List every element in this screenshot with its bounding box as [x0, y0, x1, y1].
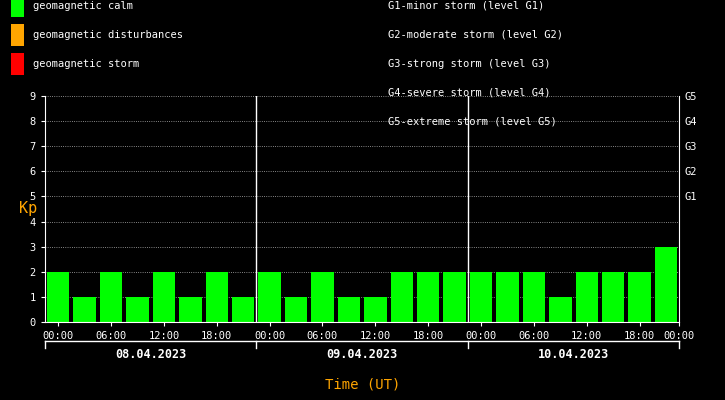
Bar [338, 297, 360, 322]
Bar [364, 297, 386, 322]
Text: G4-severe storm (level G4): G4-severe storm (level G4) [388, 87, 550, 97]
Text: Time (UT): Time (UT) [325, 377, 400, 391]
Bar [73, 297, 96, 322]
Bar [470, 272, 492, 322]
Text: G1-minor storm (level G1): G1-minor storm (level G1) [388, 1, 544, 11]
Text: G2-moderate storm (level G2): G2-moderate storm (level G2) [388, 30, 563, 40]
Bar [285, 297, 307, 322]
Text: geomagnetic disturbances: geomagnetic disturbances [33, 30, 183, 40]
Bar [126, 297, 149, 322]
Bar [258, 272, 281, 322]
Bar [232, 297, 254, 322]
Bar [47, 272, 70, 322]
Text: 08.04.2023: 08.04.2023 [115, 348, 186, 360]
Text: 09.04.2023: 09.04.2023 [326, 348, 398, 360]
Bar [391, 272, 413, 322]
Bar [444, 272, 466, 322]
Bar [629, 272, 651, 322]
Bar [205, 272, 228, 322]
Bar [100, 272, 123, 322]
Bar [523, 272, 545, 322]
Text: G5-extreme storm (level G5): G5-extreme storm (level G5) [388, 116, 557, 126]
Text: 10.04.2023: 10.04.2023 [538, 348, 609, 360]
Text: G3-strong storm (level G3): G3-strong storm (level G3) [388, 59, 550, 69]
Bar [311, 272, 334, 322]
Text: geomagnetic storm: geomagnetic storm [33, 59, 139, 69]
Bar [655, 247, 677, 322]
Bar [417, 272, 439, 322]
Text: geomagnetic calm: geomagnetic calm [33, 1, 133, 11]
Bar [153, 272, 175, 322]
Y-axis label: Kp: Kp [19, 202, 38, 216]
Bar [179, 297, 202, 322]
Bar [602, 272, 624, 322]
Bar [549, 297, 571, 322]
Bar [576, 272, 598, 322]
Bar [497, 272, 519, 322]
